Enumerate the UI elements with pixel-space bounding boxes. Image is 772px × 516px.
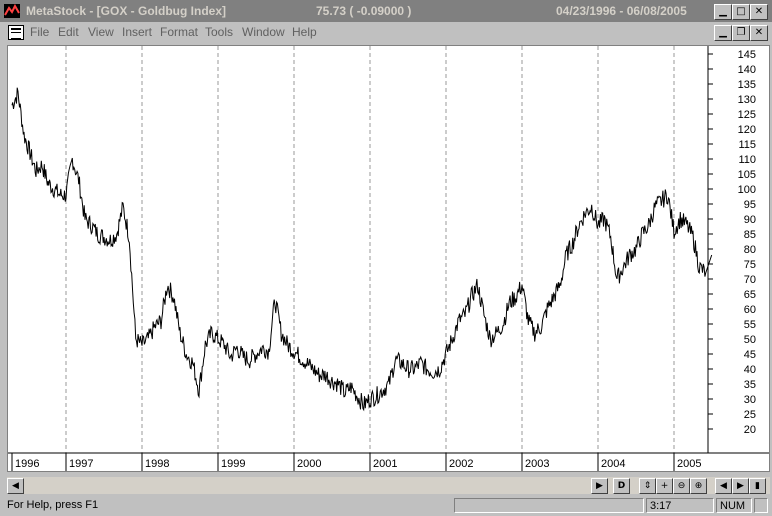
y-tick-label: 100 xyxy=(738,184,756,196)
y-tick-label: 60 xyxy=(744,304,756,316)
status-extra xyxy=(754,498,768,513)
x-tick-label: 2005 xyxy=(677,458,701,470)
y-tick-label: 115 xyxy=(738,139,756,151)
y-tick-label: 30 xyxy=(744,394,756,406)
y-tick-label: 80 xyxy=(744,244,756,256)
close-button[interactable]: ✕ xyxy=(750,4,768,20)
metastock-app-icon[interactable] xyxy=(4,4,20,18)
doc-restore-button[interactable]: ❐ xyxy=(732,25,750,41)
chart-frame[interactable]: 20 25 30 35 40 45 50 55 60 65 70 75 80 85 90 95 100 105 11… xyxy=(7,45,770,472)
x-tick-label: 1998 xyxy=(145,458,169,470)
menu-insert[interactable]: Insert xyxy=(122,25,153,39)
x-tick-label: 2001 xyxy=(373,458,397,470)
y-tick-label: 45 xyxy=(744,349,756,361)
x-tick-label: 2003 xyxy=(525,458,549,470)
menu-bar: File Edit View Insert Format Tools Windo… xyxy=(0,22,772,42)
x-tick-label: 1996 xyxy=(15,458,39,470)
horizontal-scrollbar[interactable]: ◀ ▶ D ⇕ + ⊖ ⊕ ◀ ▶ ▮ xyxy=(7,477,770,494)
price-series-line xyxy=(11,87,713,412)
y-tick-label: 135 xyxy=(738,79,756,91)
y-tick-label: 145 xyxy=(738,49,756,61)
y-tick-label: 75 xyxy=(744,259,756,271)
scroll-right-button[interactable]: ▶ xyxy=(591,478,608,494)
x-tick-label: 1997 xyxy=(69,458,93,470)
status-bar: For Help, press F1 3:17 NUM xyxy=(0,496,772,516)
title-bar: MetaStock - [GOX - Goldbug Index] 75.73 … xyxy=(0,0,772,22)
x-tick-label: 2002 xyxy=(449,458,473,470)
status-panel-empty xyxy=(454,498,644,513)
menu-file[interactable]: File xyxy=(30,25,50,39)
y-tick-label: 105 xyxy=(738,169,756,181)
menu-format[interactable]: Format xyxy=(160,25,199,39)
y-tick-label: 65 xyxy=(744,289,756,301)
doc-minimize-button[interactable]: ▁ xyxy=(714,25,732,41)
y-tick-label: 25 xyxy=(744,409,756,421)
status-time: 3:17 xyxy=(646,498,714,513)
price-chart[interactable]: 20 25 30 35 40 45 50 55 60 65 70 75 80 85 90 95 100 105 11… xyxy=(8,46,769,471)
y-tick-label: 40 xyxy=(744,364,756,376)
y-tick-label: 125 xyxy=(738,109,756,121)
y-tick-label: 140 xyxy=(738,64,756,76)
y-tick-label: 20 xyxy=(744,424,756,436)
x-tick-label: 2004 xyxy=(601,458,625,470)
y-tick-label: 55 xyxy=(744,319,756,331)
y-tick-label: 95 xyxy=(744,199,756,211)
x-tick-label: 2000 xyxy=(297,458,321,470)
restore-button[interactable]: □ xyxy=(732,4,750,20)
y-tick-label: 70 xyxy=(744,274,756,286)
vertical-zoom-icon[interactable]: ⇕ xyxy=(639,478,656,494)
menu-view[interactable]: View xyxy=(88,25,114,39)
window-title: MetaStock - [GOX - Goldbug Index] xyxy=(26,4,227,18)
scroll-end-button[interactable]: ▮ xyxy=(749,478,766,494)
y-tick-label: 35 xyxy=(744,379,756,391)
date-range: 04/23/1996 - 06/08/2005 xyxy=(556,4,687,18)
status-num: NUM xyxy=(716,498,752,513)
daily-periodicity-button[interactable]: D xyxy=(613,478,630,494)
menu-tools[interactable]: Tools xyxy=(205,25,234,39)
page-left-button[interactable]: ◀ xyxy=(715,478,732,494)
y-tick-label: 85 xyxy=(744,229,756,241)
menu-window[interactable]: Window xyxy=(242,25,285,39)
y-tick-label: 50 xyxy=(744,334,756,346)
y-tick-label: 120 xyxy=(738,124,756,136)
scroll-left-button[interactable]: ◀ xyxy=(7,478,24,494)
menu-edit[interactable]: Edit xyxy=(58,25,79,39)
doc-close-button[interactable]: ✕ xyxy=(750,25,768,41)
crosshair-icon[interactable]: + xyxy=(656,478,673,494)
last-value: 75.73 ( -0.09000 ) xyxy=(316,4,412,18)
x-tick-label: 1999 xyxy=(221,458,245,470)
menu-help[interactable]: Help xyxy=(292,25,317,39)
minimize-button[interactable]: ▁ xyxy=(714,4,732,20)
document-icon[interactable] xyxy=(8,25,24,40)
page-right-button[interactable]: ▶ xyxy=(732,478,749,494)
y-tick-label: 110 xyxy=(738,154,756,166)
y-tick-label: 130 xyxy=(738,94,756,106)
zoom-in-icon[interactable]: ⊕ xyxy=(690,478,707,494)
zoom-out-icon[interactable]: ⊖ xyxy=(673,478,690,494)
help-hint: For Help, press F1 xyxy=(7,499,99,511)
y-tick-label: 90 xyxy=(744,214,756,226)
